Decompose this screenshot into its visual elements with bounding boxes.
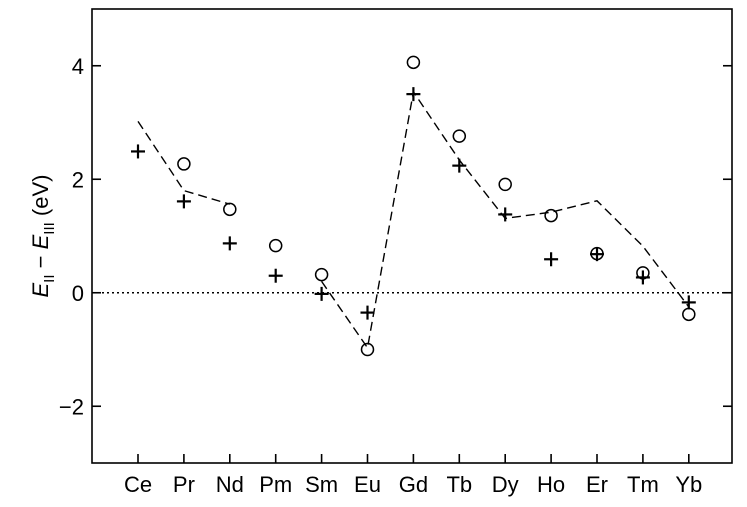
x-tick-label: Sm <box>305 472 338 497</box>
plus-point <box>176 194 191 209</box>
x-tick-label: Ce <box>124 472 152 497</box>
circle-point <box>406 55 421 70</box>
circle-point <box>268 238 283 253</box>
ylabel-dash: − <box>28 249 53 274</box>
plus-point <box>222 236 237 251</box>
plus-point <box>360 305 375 320</box>
x-tick-label: Eu <box>354 472 381 497</box>
dashed-line-segment <box>137 120 230 205</box>
x-tick-label: Tm <box>627 472 659 497</box>
circle-point <box>682 307 696 322</box>
x-tick-label: Yb <box>675 472 702 497</box>
plus-point <box>452 158 467 173</box>
circle-point <box>498 177 512 192</box>
plus-point <box>268 268 283 283</box>
plus-point <box>498 207 513 222</box>
y-axis-label: EII − EIII (eV) <box>28 175 58 298</box>
dashed-series-line <box>137 90 690 350</box>
ylabel-unit: (eV) <box>28 175 53 223</box>
x-tick-label: Pr <box>173 472 195 497</box>
y-tick-label: −2 <box>59 394 84 419</box>
circle-point <box>177 157 191 171</box>
plus-point <box>681 295 696 310</box>
plus-point <box>406 87 421 102</box>
circle-point <box>360 342 375 357</box>
circle-point <box>452 129 467 143</box>
x-tick-label: Dy <box>492 472 519 497</box>
plus-point <box>544 252 559 267</box>
circle-point <box>314 267 329 282</box>
ylabel-sub1: II <box>41 274 58 282</box>
plus-point <box>635 270 650 285</box>
plus-point <box>131 144 145 159</box>
x-tick-label: Gd <box>399 472 428 497</box>
x-tick-label: Nd <box>216 472 244 497</box>
svg-text:EII − EIII (eV): EII − EIII (eV) <box>28 175 58 298</box>
y-tick-label: 0 <box>72 281 84 306</box>
plus-series <box>131 87 696 320</box>
circle-point <box>223 202 237 217</box>
plot-frame <box>91 8 733 464</box>
x-axis-ticks: Ce Pr Nd Pm Sm Eu Gd Tb Dy Ho Er Tm Yb <box>124 454 702 497</box>
y-tick-label: 2 <box>72 167 84 192</box>
x-tick-label: Pm <box>259 472 292 497</box>
x-tick-label: Tb <box>446 472 472 497</box>
ylabel-main2: E <box>28 234 53 249</box>
x-tick-label: Er <box>586 472 608 497</box>
plus-point <box>314 286 329 301</box>
circle-series <box>177 55 696 357</box>
y-tick-label: 4 <box>72 54 84 79</box>
x-tick-label: Ho <box>537 472 565 497</box>
plus-point <box>590 247 604 262</box>
ylabel-sub2: III <box>41 222 58 235</box>
ylabel-main: E <box>28 283 53 298</box>
y-axis-ticks: −2 0 2 4 <box>59 54 732 419</box>
circle-point <box>544 208 558 223</box>
